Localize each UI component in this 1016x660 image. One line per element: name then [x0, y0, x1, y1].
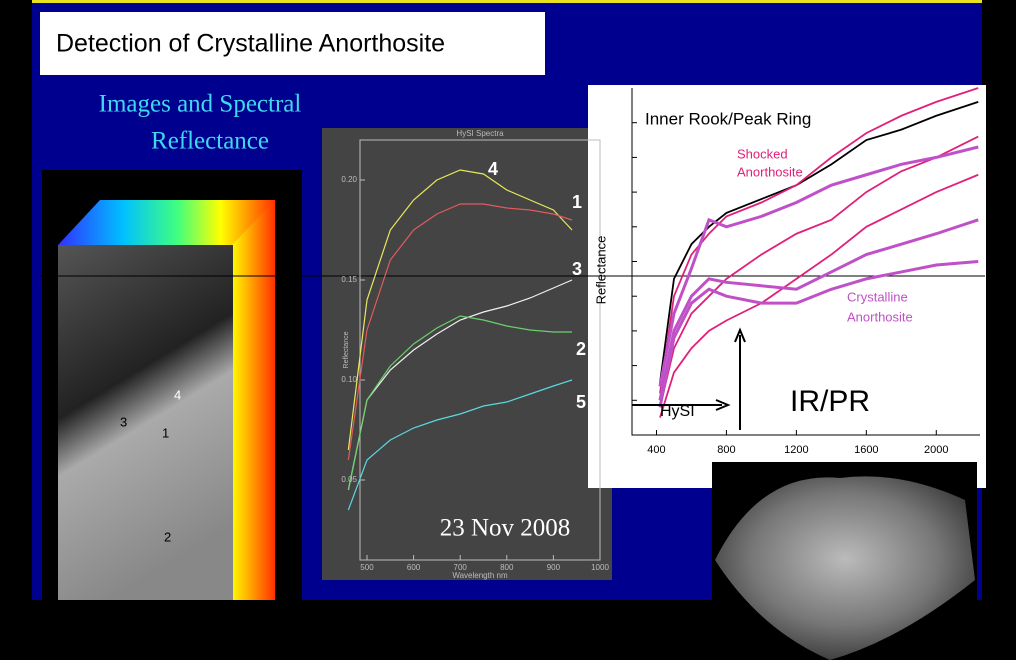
- hysi-panel: [322, 128, 612, 580]
- subtitle: Reflectance: [151, 128, 269, 155]
- reflectance-line: [658, 218, 979, 401]
- spectrum-line: [347, 279, 573, 491]
- curve-label: 1: [572, 192, 582, 212]
- annotation: Inner Rook/Peak Ring: [645, 109, 811, 128]
- cube-top: [58, 200, 275, 245]
- reflectance-line: [659, 101, 979, 384]
- x-tick-label: 800: [717, 444, 735, 456]
- subtitle: Images and Spectral: [99, 91, 302, 118]
- x-tick-label: 2000: [924, 444, 948, 456]
- annotation: HySI: [660, 403, 695, 420]
- image-label: 4: [174, 387, 181, 402]
- image-label: 3: [120, 414, 127, 429]
- irpr-axes: [631, 88, 980, 436]
- top-line: [32, 0, 982, 3]
- y-tick-label: 0.05: [341, 475, 357, 484]
- spectrum-line: [347, 169, 573, 451]
- x-tick-label: 700: [454, 563, 468, 572]
- hysi-x-label: Wavelength nm: [452, 571, 508, 580]
- hysi-plot-frame: [359, 139, 601, 561]
- x-tick-label: 900: [547, 563, 561, 572]
- annotation: Crystalline: [847, 289, 908, 304]
- irpr-panel: [588, 85, 986, 488]
- x-tick-label: 400: [647, 444, 665, 456]
- y-tick-label: 0.10: [341, 375, 357, 384]
- x-tick-label: 800: [500, 563, 514, 572]
- lunar-image: [58, 245, 233, 600]
- title: Detection of Crystalline Anorthosite: [56, 30, 445, 58]
- hysi-title: HySI Spectra: [456, 129, 504, 138]
- curve-label: 5: [576, 392, 586, 412]
- y-tick-label: 0.15: [341, 275, 357, 284]
- reflectance-line: [659, 173, 979, 418]
- x-tick-label: 1200: [784, 444, 808, 456]
- x-tick-label: 1600: [854, 444, 878, 456]
- image-label: 2: [164, 529, 171, 544]
- y-tick-label: 0.20: [341, 175, 357, 184]
- reflectance-line: [658, 260, 979, 408]
- annotation: Shocked: [737, 146, 788, 161]
- relief-image: [715, 476, 975, 660]
- annotation: Anorthosite: [847, 309, 913, 324]
- x-tick-label: 500: [360, 563, 374, 572]
- image-label: 1: [162, 425, 169, 440]
- hysi-arrow: [632, 327, 746, 430]
- spectrum-line: [347, 379, 573, 511]
- reflectance-line: [659, 135, 979, 408]
- spectrum-line: [347, 315, 573, 491]
- hysi-y-label: Reflectance: [343, 331, 350, 368]
- annotation: Anorthosite: [737, 164, 803, 179]
- curve-label: 3: [572, 259, 582, 279]
- spectrum-line: [347, 203, 573, 461]
- hysi-date: 23 Nov 2008: [440, 515, 571, 542]
- reflectance-line: [659, 87, 979, 394]
- annotation: IR/PR: [790, 385, 870, 418]
- x-tick-label: 1000: [591, 563, 609, 572]
- curve-label: 2: [576, 339, 586, 359]
- curve-label: 4: [488, 159, 498, 179]
- reflectance-line: [658, 145, 979, 387]
- title-box: [40, 12, 545, 75]
- irpr-y-label: Reflectance: [593, 236, 608, 305]
- x-tick-label: 600: [407, 563, 421, 572]
